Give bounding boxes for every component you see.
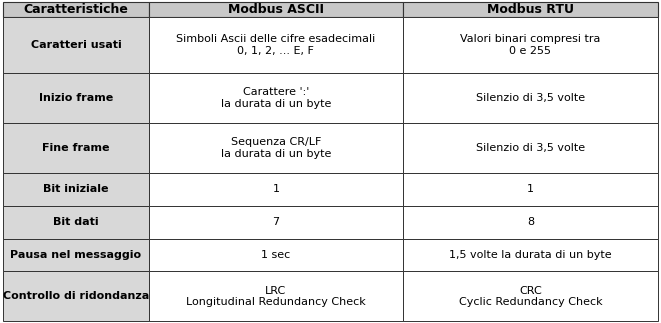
Text: Silenzio di 3,5 volte: Silenzio di 3,5 volte bbox=[476, 143, 585, 153]
Bar bbox=[149, 173, 403, 206]
Bar bbox=[149, 2, 403, 17]
Text: Simboli Ascii delle cifre esadecimali
0, 1, 2, ... E, F: Simboli Ascii delle cifre esadecimali 0,… bbox=[176, 34, 375, 56]
Text: LRC
Longitudinal Redundancy Check: LRC Longitudinal Redundancy Check bbox=[186, 286, 366, 307]
Bar bbox=[3, 239, 149, 271]
Bar bbox=[3, 206, 149, 239]
Bar bbox=[3, 271, 149, 321]
Bar bbox=[3, 17, 149, 73]
Bar bbox=[3, 123, 149, 173]
Text: Inizio frame: Inizio frame bbox=[39, 93, 113, 103]
Bar bbox=[403, 2, 658, 17]
Bar bbox=[149, 17, 403, 73]
Text: Valori binari compresi tra
0 e 255: Valori binari compresi tra 0 e 255 bbox=[460, 34, 601, 56]
Bar bbox=[149, 73, 403, 123]
Bar bbox=[149, 123, 403, 173]
Text: Controllo di ridondanza: Controllo di ridondanza bbox=[3, 291, 149, 301]
Text: 1,5 volte la durata di un byte: 1,5 volte la durata di un byte bbox=[449, 250, 611, 260]
Text: 1: 1 bbox=[527, 184, 534, 194]
Text: Modbus ASCII: Modbus ASCII bbox=[228, 3, 324, 16]
Text: 1: 1 bbox=[272, 184, 280, 194]
Text: Silenzio di 3,5 volte: Silenzio di 3,5 volte bbox=[476, 93, 585, 103]
Bar bbox=[3, 2, 149, 17]
Bar bbox=[3, 73, 149, 123]
Text: 1 sec: 1 sec bbox=[261, 250, 290, 260]
Text: CRC
Cyclic Redundancy Check: CRC Cyclic Redundancy Check bbox=[459, 286, 602, 307]
Bar bbox=[149, 271, 403, 321]
Text: 8: 8 bbox=[527, 217, 534, 227]
Bar bbox=[3, 173, 149, 206]
Bar bbox=[403, 173, 658, 206]
Text: Modbus RTU: Modbus RTU bbox=[487, 3, 574, 16]
Bar bbox=[403, 73, 658, 123]
Text: Sequenza CR/LF
la durata di un byte: Sequenza CR/LF la durata di un byte bbox=[221, 137, 331, 159]
Bar bbox=[403, 206, 658, 239]
Text: Carattere ':'
la durata di un byte: Carattere ':' la durata di un byte bbox=[221, 87, 331, 109]
Bar bbox=[149, 206, 403, 239]
Text: 7: 7 bbox=[272, 217, 280, 227]
Bar bbox=[403, 123, 658, 173]
Text: Bit dati: Bit dati bbox=[53, 217, 98, 227]
Text: Caratteri usati: Caratteri usati bbox=[30, 40, 122, 50]
Text: Pausa nel messaggio: Pausa nel messaggio bbox=[11, 250, 141, 260]
Bar bbox=[149, 239, 403, 271]
Text: Fine frame: Fine frame bbox=[42, 143, 110, 153]
Bar bbox=[403, 271, 658, 321]
Text: Bit iniziale: Bit iniziale bbox=[43, 184, 108, 194]
Bar bbox=[403, 239, 658, 271]
Bar bbox=[403, 17, 658, 73]
Text: Caratteristiche: Caratteristiche bbox=[24, 3, 128, 16]
